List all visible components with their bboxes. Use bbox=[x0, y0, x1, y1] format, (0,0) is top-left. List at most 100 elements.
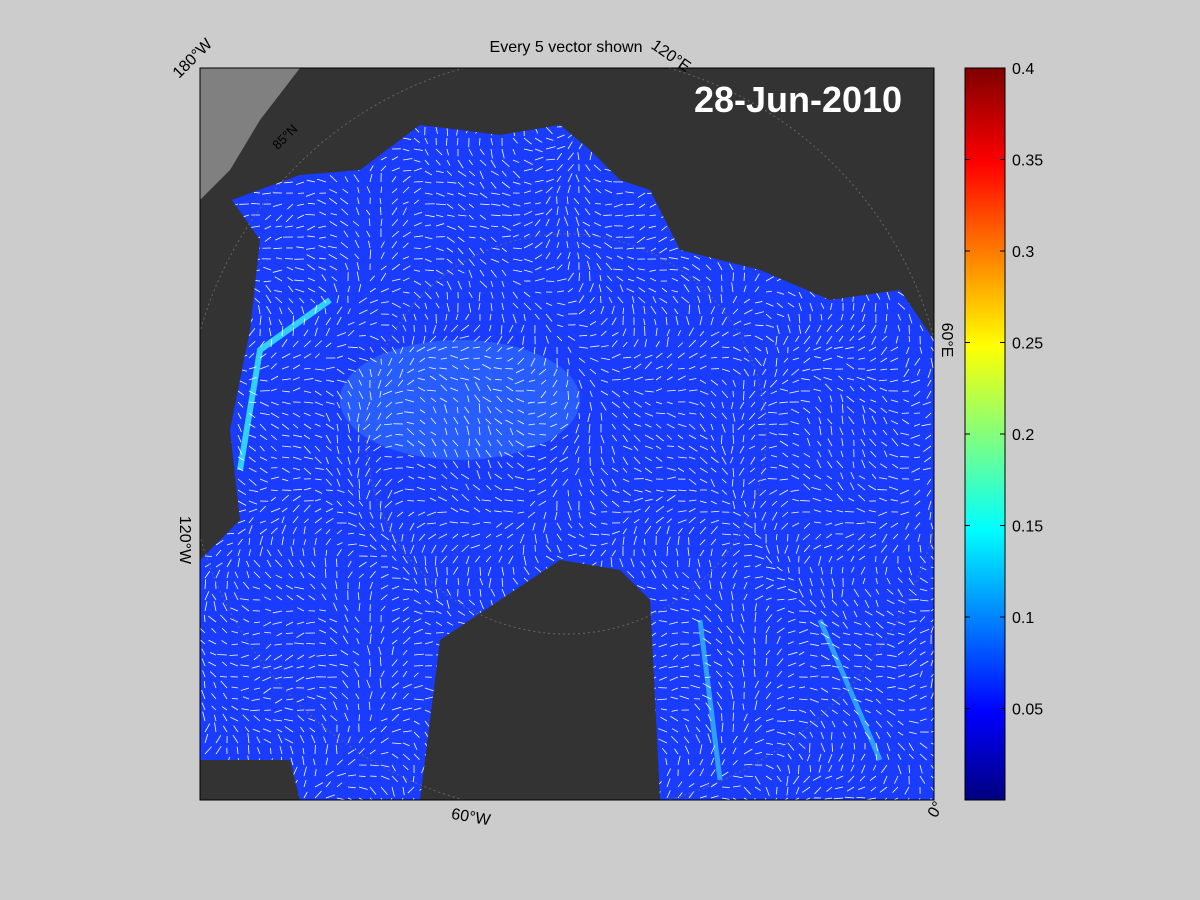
vector bbox=[266, 305, 272, 315]
vector bbox=[824, 797, 833, 800]
vector bbox=[443, 462, 448, 469]
vector bbox=[798, 577, 803, 587]
vector bbox=[273, 247, 283, 250]
vector bbox=[868, 385, 877, 392]
vector bbox=[878, 477, 888, 480]
vector bbox=[846, 395, 855, 403]
vector bbox=[472, 484, 481, 491]
vector bbox=[520, 324, 525, 333]
vector bbox=[248, 489, 259, 493]
vector bbox=[622, 500, 631, 503]
vector bbox=[409, 346, 415, 353]
vector bbox=[262, 728, 272, 733]
vector bbox=[776, 555, 780, 562]
vector bbox=[859, 398, 866, 403]
vector bbox=[748, 478, 756, 485]
vector bbox=[539, 443, 547, 447]
vector bbox=[358, 581, 361, 590]
vector bbox=[699, 518, 706, 524]
vector bbox=[431, 544, 437, 554]
vector bbox=[457, 280, 463, 290]
vector bbox=[264, 571, 272, 579]
vector bbox=[466, 425, 470, 436]
vector bbox=[677, 755, 681, 766]
vector bbox=[391, 646, 395, 656]
vector bbox=[683, 736, 690, 744]
vector bbox=[897, 640, 904, 645]
vector bbox=[418, 533, 426, 541]
vector bbox=[820, 302, 825, 309]
vector bbox=[272, 610, 283, 614]
vector bbox=[457, 621, 466, 625]
vector bbox=[639, 225, 646, 231]
vector bbox=[475, 461, 481, 469]
vector bbox=[534, 179, 544, 183]
vector bbox=[904, 533, 910, 540]
vector bbox=[589, 533, 600, 536]
vector bbox=[556, 175, 562, 183]
vector bbox=[930, 648, 934, 656]
vector bbox=[501, 148, 505, 159]
ocean-fast bbox=[340, 340, 580, 460]
vector bbox=[514, 379, 525, 385]
vector bbox=[847, 775, 855, 783]
vector bbox=[475, 496, 481, 502]
vector bbox=[853, 665, 863, 668]
vector bbox=[567, 185, 571, 194]
vector bbox=[688, 339, 697, 348]
vector bbox=[391, 219, 399, 227]
vector bbox=[897, 731, 904, 736]
vector bbox=[925, 434, 932, 440]
vector bbox=[270, 536, 273, 546]
vector bbox=[424, 291, 432, 300]
vector bbox=[831, 720, 836, 728]
vector bbox=[413, 698, 424, 701]
vector bbox=[237, 520, 246, 524]
vector bbox=[556, 264, 563, 271]
vector bbox=[498, 544, 503, 552]
vector bbox=[739, 445, 745, 454]
vector bbox=[501, 588, 506, 598]
vector bbox=[743, 298, 750, 304]
vector bbox=[787, 313, 791, 322]
vector bbox=[908, 694, 918, 700]
vector bbox=[402, 158, 413, 161]
vector bbox=[803, 775, 811, 783]
vector bbox=[391, 167, 400, 172]
vector bbox=[804, 428, 811, 436]
vector bbox=[485, 346, 492, 352]
vector bbox=[237, 509, 247, 513]
vector bbox=[644, 390, 654, 393]
vector bbox=[553, 390, 558, 397]
vector bbox=[435, 588, 439, 599]
vector bbox=[435, 302, 440, 309]
vector bbox=[836, 460, 844, 469]
vector bbox=[919, 695, 927, 700]
vector bbox=[919, 775, 926, 784]
vector bbox=[413, 269, 421, 272]
vector bbox=[717, 262, 723, 271]
vector bbox=[397, 379, 404, 387]
vector bbox=[820, 687, 829, 693]
vector bbox=[752, 500, 756, 509]
vector bbox=[303, 329, 309, 337]
vector bbox=[440, 357, 448, 360]
vector bbox=[303, 367, 311, 370]
vector bbox=[743, 713, 748, 722]
vector bbox=[600, 522, 608, 525]
vector bbox=[358, 533, 366, 536]
vector bbox=[264, 596, 272, 601]
vector bbox=[457, 159, 464, 169]
vector bbox=[523, 202, 531, 205]
vector bbox=[840, 764, 844, 772]
vector bbox=[778, 412, 789, 415]
vector bbox=[857, 346, 866, 351]
vector bbox=[317, 199, 327, 205]
vector bbox=[765, 753, 774, 756]
vector bbox=[234, 571, 239, 579]
vector bbox=[248, 434, 257, 439]
vector bbox=[930, 615, 934, 623]
vector bbox=[503, 510, 514, 513]
map-frame bbox=[199, 67, 935, 801]
vector bbox=[424, 687, 435, 692]
